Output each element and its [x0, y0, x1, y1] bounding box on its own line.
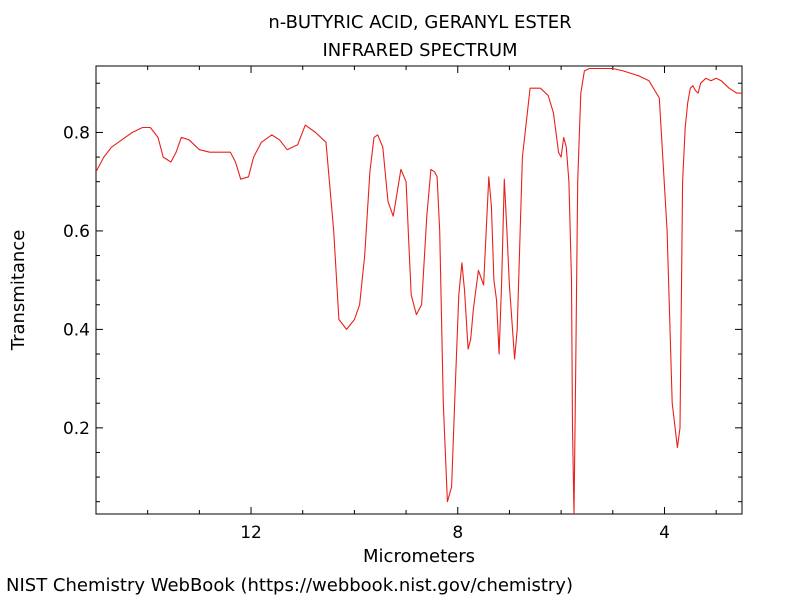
y-tick-label: 0.8	[63, 123, 90, 143]
spectrum-line	[96, 67, 742, 514]
x-axis-label: Micrometers	[363, 546, 475, 567]
y-tick-label: 0.4	[63, 320, 90, 340]
chart-title: n-BUTYRIC ACID, GERANYL ESTER	[268, 12, 571, 33]
source-credit: NIST Chemistry WebBook (https://webbook.…	[6, 575, 573, 596]
chart-subtitle: INFRARED SPECTRUM	[322, 40, 517, 61]
x-tick-label: 12	[240, 523, 262, 543]
y-axis-label: Transmitance	[8, 230, 29, 352]
tick-labels: 12 8 4 0.2 0.4 0.6 0.8	[63, 123, 670, 543]
axis-ticks	[96, 66, 742, 514]
y-tick-label: 0.6	[63, 222, 90, 242]
x-tick-label: 4	[659, 523, 670, 543]
plot-frame	[95, 65, 743, 515]
y-tick-label: 0.2	[63, 419, 90, 439]
x-tick-label: 8	[452, 523, 463, 543]
